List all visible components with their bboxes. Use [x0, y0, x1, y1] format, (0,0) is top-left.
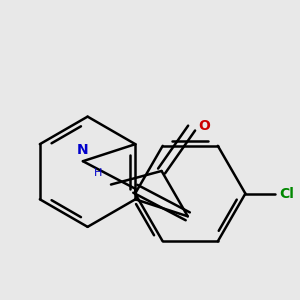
Text: H: H: [94, 168, 102, 178]
Text: O: O: [198, 119, 210, 133]
Text: Cl: Cl: [279, 187, 294, 201]
Text: N: N: [77, 143, 89, 157]
